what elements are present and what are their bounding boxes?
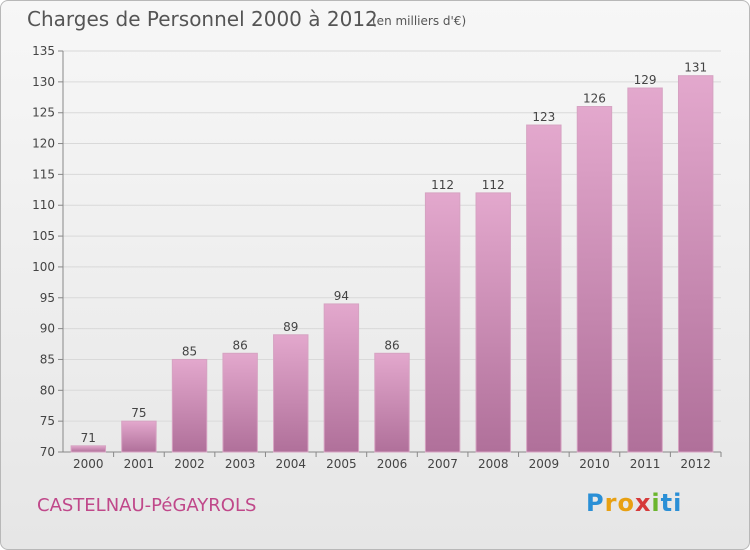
bar-value-label: 86: [384, 338, 399, 352]
bar: [70, 445, 107, 453]
bar: [222, 352, 258, 453]
y-tick-label: 100: [32, 260, 55, 274]
y-tick-label: 135: [32, 44, 55, 58]
bar-value-label: 89: [283, 320, 298, 334]
y-tick-label: 80: [40, 383, 55, 397]
x-tick-label: 2008: [478, 457, 509, 471]
x-tick-label: 2011: [630, 457, 661, 471]
bar-value-label: 126: [583, 92, 606, 106]
bar: [475, 192, 511, 453]
y-tick-label: 75: [40, 414, 55, 428]
x-tick-label: 2005: [326, 457, 357, 471]
bar-value-label: 75: [131, 406, 146, 420]
y-tick-label: 130: [32, 75, 55, 89]
x-tick-label: 2003: [225, 457, 256, 471]
bar-value-label: 131: [684, 61, 707, 75]
x-tick-label: 2002: [174, 457, 205, 471]
bar: [121, 420, 157, 453]
proxiti-logo: Proxiti: [586, 489, 683, 517]
bar: [424, 192, 461, 453]
y-tick-label: 125: [32, 106, 55, 120]
x-tick-label: 2000: [73, 457, 104, 471]
chart-title: Charges de Personnel 2000 à 2012: [27, 7, 378, 31]
bar: [273, 334, 309, 453]
y-tick-label: 120: [32, 137, 55, 151]
y-tick-label: 95: [40, 291, 55, 305]
y-tick-label: 70: [40, 445, 55, 459]
x-tick-label: 2007: [427, 457, 458, 471]
x-tick-label: 2012: [680, 457, 711, 471]
y-tick-label: 110: [32, 198, 55, 212]
y-tick-label: 105: [32, 229, 55, 243]
bar: [374, 352, 410, 453]
bar-value-label: 71: [81, 431, 96, 445]
bar-value-label: 85: [182, 344, 197, 358]
chart-subtitle: (en milliers d'€): [372, 14, 467, 28]
x-tick-label: 2001: [124, 457, 155, 471]
y-tick-label: 115: [32, 167, 55, 181]
y-tick-label: 85: [40, 352, 55, 366]
bar-chart: 70 75 80 85 90 95 100 105 110 115 120 125 130 135 71 20…: [32, 44, 722, 471]
x-tick-label: 2006: [377, 457, 408, 471]
bar-value-label: 129: [634, 73, 657, 87]
x-tick-label: 2010: [579, 457, 610, 471]
bar: [526, 124, 562, 453]
bar-value-label: 123: [532, 110, 555, 124]
commune-name: CASTELNAU-PéGAYROLS: [37, 495, 257, 516]
bar: [323, 303, 360, 453]
bar: [171, 358, 208, 453]
x-tick-label: 2009: [529, 457, 560, 471]
bar-value-label: 112: [431, 178, 454, 192]
x-tick-label: 2004: [275, 457, 306, 471]
bar-value-label: 112: [482, 178, 505, 192]
bar: [576, 106, 613, 453]
bar-value-label: 94: [334, 289, 349, 303]
bar-value-label: 86: [233, 338, 248, 352]
y-tick-label: 90: [40, 322, 55, 336]
bar: [677, 75, 714, 453]
bar: [627, 87, 663, 453]
